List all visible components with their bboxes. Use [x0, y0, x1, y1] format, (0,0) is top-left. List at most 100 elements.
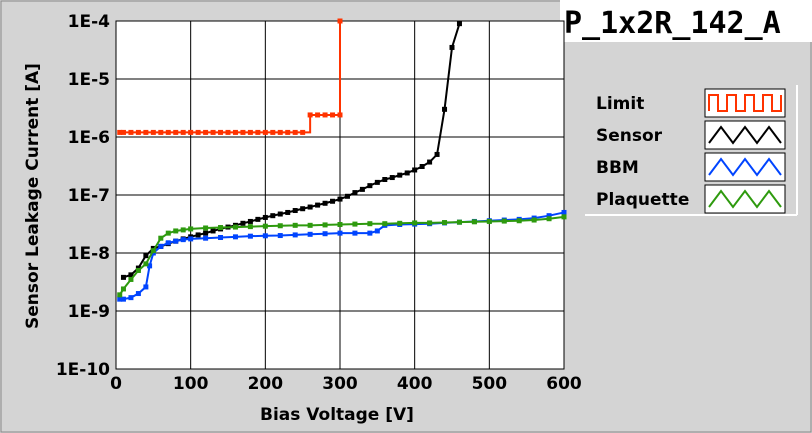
legend-swatch — [704, 184, 786, 214]
data-point — [247, 218, 253, 224]
data-point — [232, 129, 238, 135]
data-point — [158, 243, 164, 249]
series-plaquette — [117, 214, 567, 298]
data-point — [300, 129, 306, 135]
data-point — [285, 129, 291, 135]
data-point — [128, 129, 134, 135]
y-tick-label: 1E-8 — [68, 244, 110, 264]
data-point — [315, 112, 321, 118]
data-point — [147, 263, 153, 269]
data-point — [203, 225, 209, 231]
data-point — [471, 219, 477, 225]
data-point — [128, 295, 134, 301]
data-point — [442, 220, 448, 226]
x-tick-label: 400 — [397, 374, 433, 394]
series-limit — [117, 18, 343, 135]
data-point — [427, 220, 433, 226]
data-point — [397, 172, 403, 178]
data-point — [300, 206, 306, 212]
legend-entries: Limit Sensor BBM Plaquette — [596, 88, 786, 214]
data-point — [322, 200, 328, 206]
data-point — [165, 230, 171, 236]
data-point — [486, 218, 492, 224]
data-point — [337, 112, 343, 118]
data-point — [322, 231, 328, 237]
data-point — [188, 236, 194, 242]
data-point — [262, 233, 268, 239]
x-axis-title: Bias Voltage [V] — [260, 405, 414, 425]
data-point — [210, 129, 216, 135]
data-point — [232, 234, 238, 240]
y-tick-label: 1E-4 — [68, 12, 110, 32]
data-point — [374, 228, 380, 234]
legend-swatch — [704, 120, 786, 150]
data-point — [292, 129, 298, 135]
data-point — [135, 267, 141, 273]
data-point — [180, 129, 186, 135]
data-point — [292, 232, 298, 238]
data-point — [143, 261, 149, 267]
data-point — [516, 218, 522, 224]
data-point — [165, 240, 171, 246]
data-point — [404, 170, 410, 176]
data-point — [247, 233, 253, 239]
y-tick-label: 1E-6 — [68, 128, 110, 148]
data-point — [120, 296, 126, 302]
data-point — [337, 18, 343, 24]
data-point — [546, 213, 552, 219]
data-point — [330, 112, 336, 118]
x-tick-label: 500 — [472, 374, 508, 394]
data-point — [117, 296, 123, 302]
data-point — [188, 226, 194, 232]
x-tick-label: 0 — [110, 374, 122, 394]
data-point — [218, 129, 224, 135]
data-point — [456, 219, 462, 225]
data-point — [307, 222, 313, 228]
data-point — [173, 129, 179, 135]
legend-swatch-line — [708, 189, 782, 209]
data-point — [307, 231, 313, 237]
data-point — [382, 177, 388, 183]
data-point — [389, 175, 395, 181]
data-point — [367, 221, 373, 227]
data-point — [247, 224, 253, 230]
data-point — [247, 129, 253, 135]
data-point — [337, 222, 343, 228]
data-point — [195, 129, 201, 135]
y-tick-label: 1E-5 — [68, 70, 110, 90]
x-tick-label: 200 — [248, 374, 284, 394]
data-point — [120, 274, 126, 280]
data-point — [359, 186, 365, 192]
data-point — [561, 209, 567, 215]
data-point — [427, 159, 433, 165]
x-tick-label: 600 — [546, 374, 582, 394]
data-point — [285, 209, 291, 215]
data-point — [307, 112, 313, 118]
data-point — [262, 214, 268, 220]
data-point — [270, 129, 276, 135]
data-point — [150, 248, 156, 254]
data-point — [150, 129, 156, 135]
data-point — [501, 218, 507, 224]
data-point — [240, 129, 246, 135]
legend-label: BBM — [596, 158, 639, 178]
legend-swatch-line — [708, 94, 782, 112]
data-point — [352, 230, 358, 236]
legend-label: Plaquette — [596, 190, 689, 210]
data-point — [165, 129, 171, 135]
title-panel — [560, 0, 812, 42]
x-tick-label: 300 — [322, 374, 358, 394]
data-point — [158, 235, 164, 241]
data-point — [117, 129, 123, 135]
y-tick-label: 1E-9 — [68, 302, 110, 322]
data-point — [322, 112, 328, 118]
data-point — [135, 129, 141, 135]
data-point — [135, 291, 141, 297]
series-layer — [117, 18, 567, 302]
data-point — [352, 190, 358, 196]
data-point — [412, 167, 418, 173]
data-point — [337, 230, 343, 236]
data-point — [561, 214, 567, 220]
data-point — [262, 223, 268, 229]
data-point — [442, 106, 448, 112]
